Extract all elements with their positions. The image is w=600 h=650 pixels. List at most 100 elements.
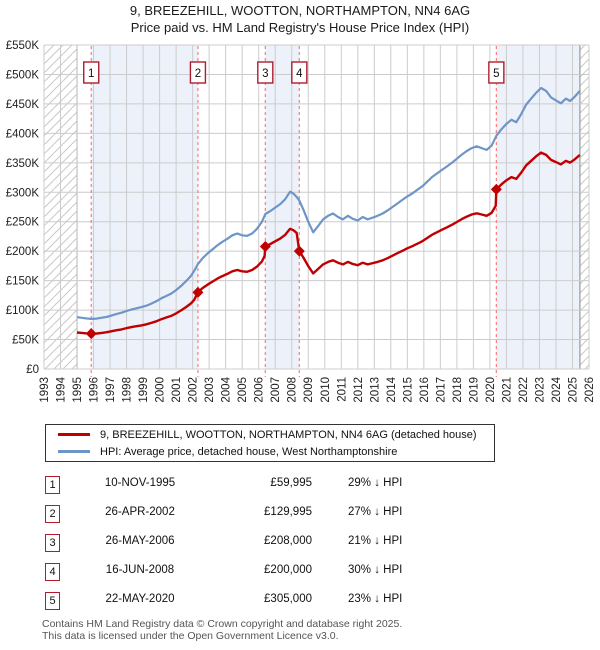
svg-text:2022: 2022 [518,377,530,403]
sale-number-boxes: 1 2 3 4 5 [83,61,505,84]
svg-text:2020: 2020 [485,377,497,403]
table-row: 4 16-JUN-2008 £200,000 30% ↓ HPI [0,561,600,590]
svg-text:2013: 2013 [369,377,381,403]
data-series [76,86,581,335]
svg-text:£150K: £150K [6,276,40,288]
page-subtitle: Price paid vs. HM Land Registry's House … [130,20,470,35]
row-number: 1 [45,476,60,494]
svg-text:5: 5 [493,68,499,80]
row-number: 5 [45,592,60,610]
svg-text:£250K: £250K [6,217,40,229]
footer-line-1: Contains HM Land Registry data © Crown c… [42,618,403,630]
svg-text:1993: 1993 [39,377,51,403]
sale-point-markers [85,183,502,340]
row-number: 3 [45,534,60,552]
svg-text:1994: 1994 [56,376,68,402]
sale-date: 10-NOV-1995 [104,477,176,489]
table-row: 5 22-MAY-2020 £305,000 23% ↓ HPI [0,590,600,619]
y-axis-labels: £0 £50K £100K £150K £200K £250K £300K £350K £400… [6,40,40,376]
legend-label-price: 9, BREEZEHILL, WOOTTON, NORTHAMPTON, NN4… [100,428,477,441]
license-footer: Contains HM Land Registry data © Crown c… [42,618,402,643]
svg-text:2009: 2009 [303,377,315,403]
sale-price: £59,995 [270,477,312,489]
svg-text:3: 3 [262,68,268,80]
sale-price: £129,995 [264,506,312,518]
svg-text:2000: 2000 [155,377,167,403]
series-price [76,151,581,335]
ownership-bands [91,45,580,369]
legend-row-price: 9, BREEZEHILL, WOOTTON, NORTHAMPTON, NN4… [46,428,494,442]
svg-text:2002: 2002 [188,377,200,403]
svg-text:£450K: £450K [6,99,40,111]
price-chart: 1 2 3 4 5 £0 £50K £100K £150K £200K £250K £300K £35… [6,40,596,403]
svg-text:1998: 1998 [122,377,134,403]
sale-hpi-delta: 27% ↓ HPI [348,506,403,518]
svg-text:2005: 2005 [237,377,249,403]
svg-text:£550K: £550K [6,40,40,52]
svg-text:2024: 2024 [551,376,563,402]
svg-text:1997: 1997 [105,377,117,403]
price-line-swatch [58,433,90,436]
table-row: 1 10-NOV-1995 £59,995 29% ↓ HPI [0,474,600,503]
sale-hpi-delta: 23% ↓ HPI [348,593,403,605]
row-number: 2 [45,505,60,523]
x-axis-labels: 1993 1994 1995 1996 1997 1998 1999 2000 2001 2002… [39,376,596,402]
legend-row-hpi: HPI: Average price, detached house, West… [46,445,494,459]
svg-text:£400K: £400K [6,128,40,140]
chart-legend: 9, BREEZEHILL, WOOTTON, NORTHAMPTON, NN4… [45,424,495,462]
svg-text:2011: 2011 [336,377,348,402]
svg-text:£100K: £100K [6,305,40,317]
svg-text:£200K: £200K [6,246,40,258]
svg-text:2025: 2025 [567,377,579,403]
table-row: 3 26-MAY-2006 £208,000 21% ↓ HPI [0,532,600,561]
svg-text:2007: 2007 [270,377,282,403]
page-title: 9, BREEZEHILL, WOOTTON, NORTHAMPTON, NN4… [129,3,471,18]
svg-text:£50K: £50K [12,335,39,347]
sale-date: 22-MAY-2020 [105,593,175,605]
svg-text:2015: 2015 [402,377,414,403]
sale-date: 26-APR-2002 [105,506,175,518]
svg-text:2014: 2014 [386,376,398,402]
sale-date: 26-MAY-2006 [105,535,175,547]
gridlines [43,44,590,370]
svg-text:2019: 2019 [468,377,480,403]
svg-text:£350K: £350K [6,158,40,170]
svg-text:£500K: £500K [6,69,40,81]
svg-text:£300K: £300K [6,187,40,199]
svg-text:2018: 2018 [452,377,464,403]
svg-text:2010: 2010 [320,377,332,403]
sale-hpi-delta: 21% ↓ HPI [348,535,403,547]
svg-text:1: 1 [88,68,94,80]
sale-hpi-delta: 30% ↓ HPI [348,564,403,576]
sale-date: 16-JUN-2008 [105,564,175,576]
svg-text:2004: 2004 [221,376,233,402]
sale-price: £200,000 [264,564,312,576]
svg-text:1995: 1995 [72,377,84,403]
legend-label-hpi: HPI: Average price, detached house, West… [100,445,398,458]
svg-text:2026: 2026 [584,377,596,403]
sale-price: £305,000 [264,593,312,605]
svg-text:2003: 2003 [204,377,216,403]
sale-marker-lines [90,46,497,377]
svg-text:2016: 2016 [419,377,431,403]
svg-text:2012: 2012 [353,377,365,403]
svg-text:2021: 2021 [501,377,513,403]
svg-text:2023: 2023 [534,377,546,403]
svg-text:2001: 2001 [171,377,183,403]
sale-hpi-delta: 29% ↓ HPI [348,477,403,489]
hpi-line-swatch [58,450,90,453]
svg-text:2006: 2006 [254,377,266,403]
svg-text:4: 4 [296,68,303,80]
series-hpi [76,86,581,320]
svg-text:2017: 2017 [435,377,447,403]
svg-text:2: 2 [195,68,201,80]
svg-text:2008: 2008 [287,377,299,403]
footer-line-2: This data is licensed under the Open Gov… [42,630,339,643]
svg-text:£0: £0 [26,364,39,376]
svg-text:1999: 1999 [138,377,150,403]
table-row: 2 26-APR-2002 £129,995 27% ↓ HPI [0,503,600,532]
svg-text:1996: 1996 [89,377,101,403]
sale-price: £208,000 [264,535,312,547]
row-number: 4 [45,563,60,581]
